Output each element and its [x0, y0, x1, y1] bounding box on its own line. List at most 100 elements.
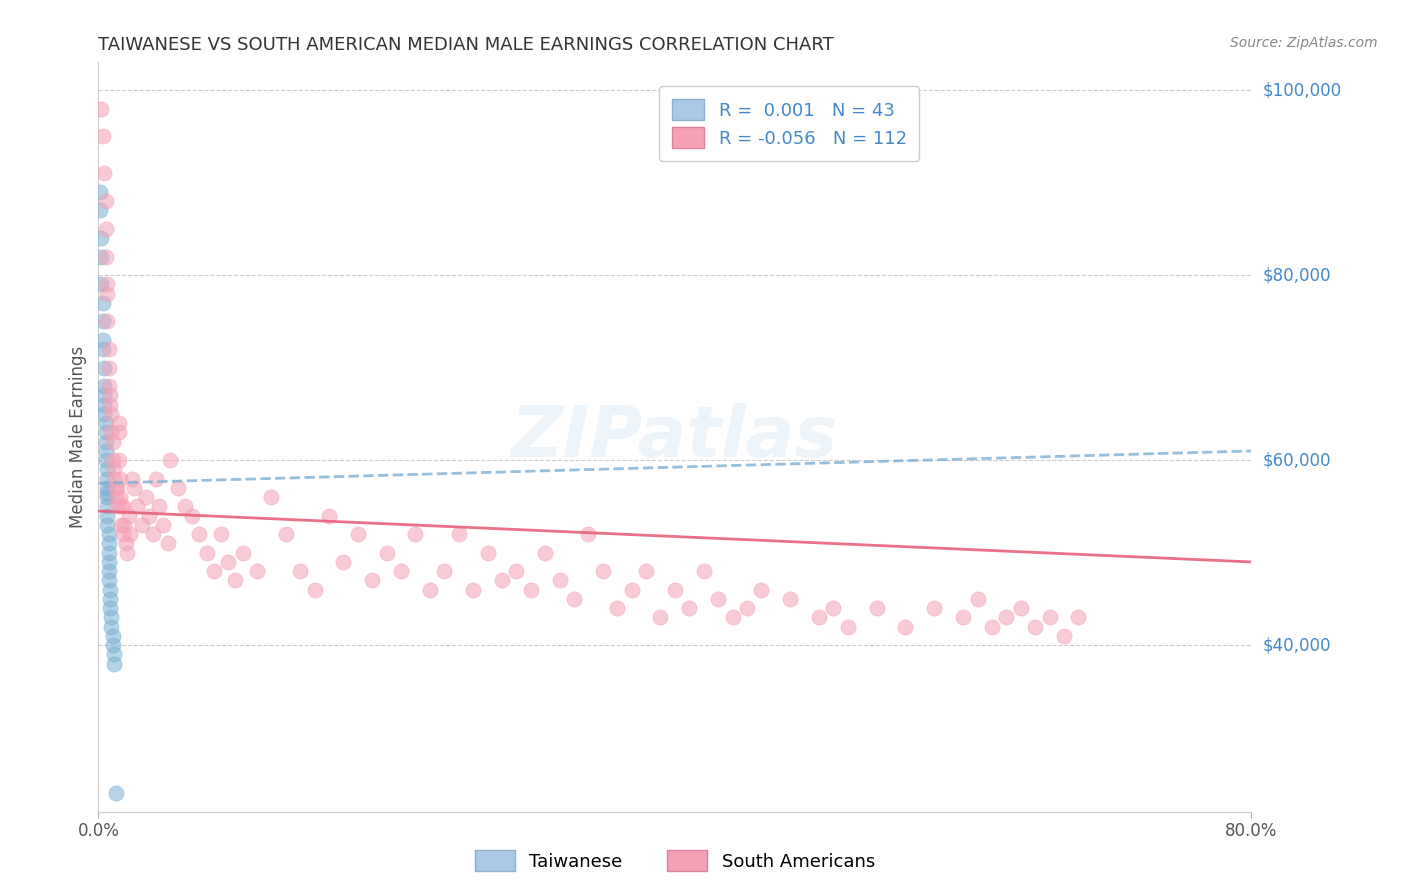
Point — [101, 453, 124, 467]
Point — [98, 582, 121, 597]
Point — [98, 398, 121, 412]
Point — [94, 434, 117, 449]
Point — [93, 398, 115, 412]
Point — [1024, 620, 1046, 634]
Point — [104, 481, 127, 495]
Point — [1053, 629, 1076, 643]
Point — [181, 508, 204, 523]
Point — [159, 453, 181, 467]
Point — [108, 472, 131, 486]
Point — [477, 546, 499, 560]
Text: ZIPatlas: ZIPatlas — [512, 402, 838, 472]
Point — [98, 601, 121, 615]
Text: $40,000: $40,000 — [1263, 636, 1331, 654]
Point — [100, 425, 122, 440]
Point — [97, 379, 120, 393]
Point — [96, 485, 118, 500]
Point — [90, 250, 112, 264]
Point — [103, 472, 125, 486]
Point — [894, 620, 917, 634]
Point — [94, 194, 117, 209]
Point — [578, 527, 600, 541]
Point — [592, 564, 614, 578]
Point — [419, 582, 441, 597]
Point — [260, 490, 283, 504]
Point — [1038, 610, 1062, 624]
Point — [166, 481, 188, 495]
Point — [520, 582, 543, 597]
Point — [118, 508, 141, 523]
Point — [98, 591, 121, 606]
Point — [152, 518, 174, 533]
Point — [96, 472, 118, 486]
Point — [94, 453, 117, 467]
Point — [505, 564, 527, 578]
Point — [534, 546, 557, 560]
Point — [491, 574, 513, 588]
Point — [995, 610, 1018, 624]
Point — [650, 610, 672, 624]
Point — [952, 610, 974, 624]
Point — [389, 564, 412, 578]
Point — [148, 500, 170, 514]
Point — [94, 250, 117, 264]
Point — [195, 546, 218, 560]
Point — [127, 500, 149, 514]
Point — [97, 564, 120, 578]
Point — [96, 481, 118, 495]
Point — [96, 490, 118, 504]
Point — [678, 601, 700, 615]
Point — [246, 564, 269, 578]
Point — [202, 564, 225, 578]
Point — [96, 314, 118, 328]
Point — [188, 527, 211, 541]
Point — [606, 601, 628, 615]
Point — [361, 574, 384, 588]
Point — [101, 638, 124, 652]
Point — [103, 462, 125, 476]
Point — [131, 518, 153, 533]
Point — [290, 564, 312, 578]
Point — [135, 490, 157, 504]
Point — [91, 314, 114, 328]
Point — [97, 546, 120, 560]
Point — [107, 416, 129, 430]
Point — [112, 518, 135, 533]
Point — [966, 591, 988, 606]
Point — [93, 166, 115, 180]
Text: $80,000: $80,000 — [1263, 266, 1331, 285]
Point — [94, 222, 117, 236]
Point — [138, 508, 160, 523]
Point — [101, 434, 124, 449]
Point — [96, 518, 118, 533]
Point — [664, 582, 686, 597]
Point — [209, 527, 232, 541]
Point — [721, 610, 744, 624]
Point — [100, 620, 122, 634]
Point — [97, 555, 120, 569]
Point — [105, 481, 128, 495]
Point — [620, 582, 643, 597]
Point — [375, 546, 398, 560]
Point — [110, 500, 132, 514]
Point — [231, 546, 254, 560]
Point — [100, 610, 122, 624]
Point — [224, 574, 246, 588]
Point — [101, 629, 124, 643]
Point — [93, 379, 115, 393]
Point — [96, 508, 118, 523]
Text: $100,000: $100,000 — [1263, 81, 1341, 99]
Point — [447, 527, 470, 541]
Point — [97, 342, 120, 356]
Point — [837, 620, 859, 634]
Text: TAIWANESE VS SOUTH AMERICAN MEDIAN MALE EARNINGS CORRELATION CHART: TAIWANESE VS SOUTH AMERICAN MEDIAN MALE … — [98, 36, 834, 54]
Point — [114, 536, 136, 550]
Point — [94, 444, 117, 458]
Point — [332, 555, 354, 569]
Point — [96, 286, 118, 301]
Point — [90, 231, 112, 245]
Point — [433, 564, 456, 578]
Point — [104, 490, 127, 504]
Point — [304, 582, 326, 597]
Point — [93, 388, 115, 402]
